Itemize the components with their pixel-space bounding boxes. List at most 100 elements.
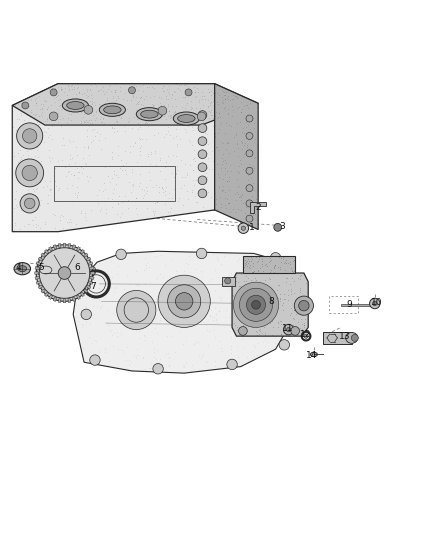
- Point: [172, 348, 179, 356]
- Point: [71, 171, 78, 179]
- Point: [167, 111, 174, 119]
- Point: [138, 100, 145, 108]
- Point: [186, 161, 193, 169]
- Point: [284, 322, 291, 330]
- Point: [247, 186, 254, 195]
- Point: [179, 200, 186, 209]
- Point: [282, 281, 289, 289]
- Point: [149, 298, 156, 306]
- Point: [96, 102, 103, 110]
- Point: [241, 277, 248, 285]
- Point: [44, 103, 51, 111]
- Point: [88, 115, 95, 124]
- Point: [138, 114, 145, 123]
- Point: [152, 149, 159, 157]
- Point: [252, 274, 259, 282]
- Point: [173, 169, 180, 177]
- Point: [98, 118, 105, 126]
- Point: [87, 86, 94, 94]
- Point: [113, 86, 120, 94]
- Point: [28, 130, 35, 139]
- Point: [296, 326, 303, 334]
- Point: [11, 101, 18, 110]
- Point: [165, 82, 172, 91]
- Point: [137, 150, 144, 159]
- Point: [153, 198, 160, 206]
- Point: [268, 265, 275, 274]
- Point: [283, 330, 290, 339]
- Point: [227, 268, 234, 277]
- Point: [43, 116, 50, 125]
- Point: [112, 86, 119, 94]
- Point: [160, 111, 167, 120]
- Point: [180, 360, 187, 369]
- Point: [248, 249, 255, 258]
- Point: [156, 156, 163, 164]
- Point: [292, 299, 299, 308]
- Point: [139, 87, 146, 95]
- Point: [19, 150, 26, 159]
- Point: [262, 259, 269, 268]
- Point: [199, 101, 206, 109]
- Point: [254, 141, 261, 150]
- Point: [288, 263, 295, 272]
- Point: [233, 277, 240, 285]
- Point: [246, 285, 253, 293]
- Point: [258, 283, 265, 292]
- Ellipse shape: [14, 263, 31, 275]
- Point: [113, 328, 120, 337]
- Point: [134, 115, 141, 124]
- Point: [182, 337, 189, 346]
- Point: [104, 172, 111, 180]
- Point: [214, 273, 221, 281]
- Point: [233, 273, 240, 281]
- Point: [242, 123, 249, 131]
- Point: [186, 302, 193, 311]
- Point: [129, 290, 136, 299]
- Point: [68, 85, 75, 93]
- Point: [177, 81, 184, 90]
- Point: [201, 185, 208, 193]
- Point: [84, 117, 91, 126]
- Point: [114, 199, 121, 207]
- Circle shape: [198, 189, 207, 198]
- Point: [216, 109, 223, 117]
- Point: [148, 100, 155, 108]
- Point: [139, 184, 146, 193]
- Point: [233, 175, 240, 183]
- Point: [271, 264, 278, 273]
- Point: [266, 310, 273, 319]
- Point: [44, 133, 51, 141]
- Point: [242, 316, 249, 324]
- Point: [172, 95, 179, 103]
- Point: [267, 254, 274, 262]
- Polygon shape: [251, 202, 266, 213]
- Point: [274, 302, 281, 310]
- Point: [253, 215, 260, 224]
- Point: [143, 183, 150, 191]
- Point: [207, 192, 214, 201]
- Point: [184, 195, 191, 204]
- Point: [68, 116, 75, 124]
- Point: [220, 186, 227, 195]
- Point: [114, 118, 121, 126]
- Point: [102, 205, 110, 214]
- Point: [243, 313, 250, 321]
- Point: [78, 305, 85, 314]
- Point: [208, 87, 215, 95]
- Point: [238, 331, 245, 340]
- Point: [116, 110, 123, 119]
- Point: [58, 122, 65, 130]
- Point: [199, 298, 206, 306]
- Point: [133, 280, 140, 289]
- Point: [272, 325, 279, 333]
- Point: [184, 115, 191, 124]
- Point: [228, 303, 235, 312]
- Point: [131, 85, 138, 93]
- Text: 4: 4: [15, 263, 21, 272]
- Point: [251, 209, 258, 218]
- Point: [270, 325, 277, 334]
- Point: [201, 92, 208, 100]
- Point: [211, 333, 218, 342]
- Point: [113, 332, 120, 340]
